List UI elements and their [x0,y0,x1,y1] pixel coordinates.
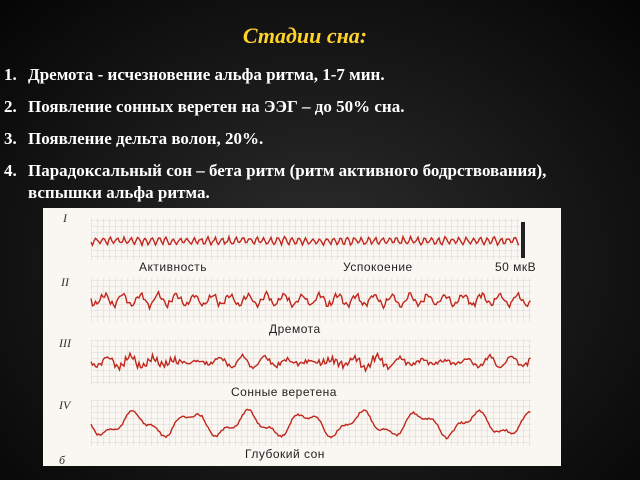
caption-spindles: Сонные веретена [231,385,337,399]
grid-band-2 [91,278,531,322]
caption-deep-sleep: Глубокий сон [245,447,325,461]
stage-text: Появление дельта волон, 20%. [28,129,264,148]
caption-activity: Активность [139,260,207,274]
stage-text: Дремота - исчезновение альфа ритма, 1-7 … [28,65,385,84]
stage-number: 4. [4,161,17,180]
stage-number: 3. [4,129,17,148]
caption-scale: 50 мкВ [495,260,536,274]
row-label-1: I [62,211,68,225]
caption-drowsiness: Дремота [269,322,321,336]
row-label-3: III [58,336,72,350]
eeg-figure: I II III IV б Активность Успокоение 50 м… [43,208,561,466]
sleep-stages-list: 1. Дремота - исчезновение альфа ритма, 1-… [4,64,624,214]
scale-bar [521,222,525,258]
row-label-2: II [60,275,70,289]
eeg-recordings-image: I II III IV б Активность Успокоение 50 м… [58,211,536,466]
stage-item-3: 3. Появление дельта волон, 20%. [4,128,624,150]
slide-title: Стадии сна: [242,23,368,48]
stage-text: Появление сонных веретен на ЭЭГ – до 50%… [28,97,405,116]
stage-text: Парадоксальный сон – бета ритм (ритм акт… [28,161,547,202]
stage-item-2: 2. Появление сонных веретен на ЭЭГ – до 5… [4,96,624,118]
row-label-4: IV [58,398,72,412]
eeg-trace-3 [90,351,531,373]
eeg-trace-1 [90,234,520,248]
grid-band-4 [91,400,531,446]
row-label-5: б [59,453,66,466]
stage-item-1: 1. Дремота - исчезновение альфа ритма, 1-… [4,64,624,86]
stage-number: 1. [4,65,17,84]
eeg-trace-4 [90,408,531,440]
stage-item-4: 4. Парадоксальный сон – бета ритм (ритм а… [4,160,624,204]
stage-number: 2. [4,97,17,116]
eeg-trace-2 [90,289,532,311]
grid-band-3 [91,340,531,384]
caption-rest: Успокоение [343,260,413,274]
